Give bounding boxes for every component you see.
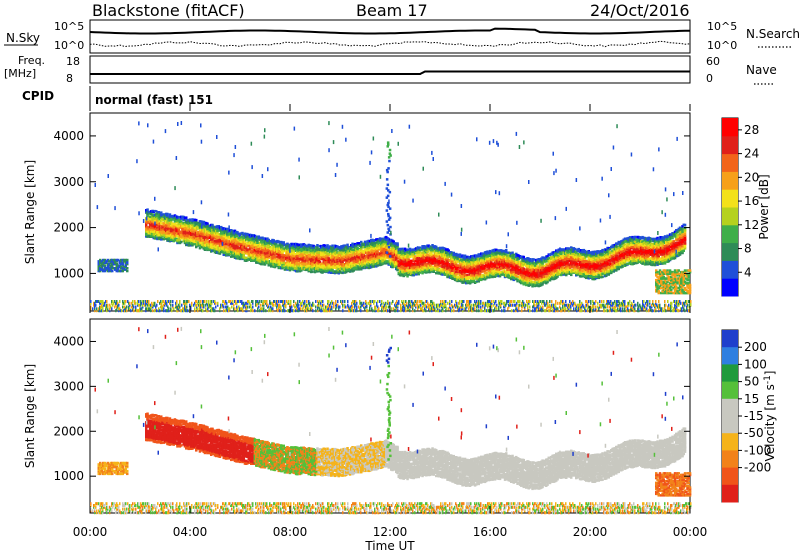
beam-title: Beam 17	[356, 1, 428, 20]
echo-cell	[316, 244, 319, 247]
echo-cell	[523, 268, 526, 271]
echo-cell	[160, 211, 163, 214]
echo-cell	[195, 219, 198, 222]
power-frame	[90, 113, 690, 311]
echo-cell	[166, 213, 169, 216]
date-title: 24/Oct/2016	[590, 1, 690, 20]
nsearch-tick-top: 10^5	[707, 20, 737, 33]
echo-cell	[283, 254, 286, 257]
echo-cell	[311, 270, 314, 273]
echo-cell	[306, 251, 309, 254]
nave-tick-bottom: 0	[706, 72, 713, 85]
echo-cell	[146, 208, 149, 211]
echo-cell	[358, 242, 361, 245]
echo-cell	[408, 258, 411, 261]
echo-cell	[396, 242, 399, 245]
echo-cell	[306, 249, 309, 252]
nsky-label: N.Sky	[6, 31, 40, 45]
nsky-tick-top: 10^5	[54, 20, 84, 33]
nsky-tick-bottom: 10^0	[54, 39, 84, 52]
echo-cell	[206, 222, 209, 225]
cpid-panel: CPID normal (fast) 151	[22, 86, 213, 108]
nsky-frame	[90, 20, 690, 53]
echo-cell	[283, 241, 286, 244]
nsearch-label: N.Search	[746, 27, 800, 41]
station-title: Blackstone (fitACF)	[92, 1, 245, 20]
echo-cell	[245, 257, 248, 260]
echo-cell	[409, 256, 412, 259]
echo-cell	[273, 239, 276, 242]
echo-cell	[494, 258, 497, 261]
echo-cell	[265, 260, 268, 263]
echo-cell	[189, 218, 192, 221]
echo-cell	[410, 260, 413, 263]
freq-label: Freq.	[18, 54, 45, 67]
cpid-label: CPID	[22, 89, 54, 103]
echo-cell	[163, 222, 166, 225]
nsearch-tick-bottom: 10^0	[707, 39, 737, 52]
echo-cell	[459, 253, 462, 256]
nave-tick-top: 60	[706, 55, 720, 68]
echo-cell	[330, 272, 333, 275]
echo-cell	[364, 241, 367, 244]
freq-tick-bottom: 8	[66, 72, 73, 85]
echo-cell	[319, 261, 322, 264]
echo-cell	[523, 283, 526, 286]
echo-cell	[480, 278, 483, 281]
echo-cell	[195, 246, 198, 249]
echo-cell	[515, 275, 518, 278]
echo-cell	[241, 232, 244, 235]
cpid-value: normal (fast) 151	[95, 93, 213, 107]
echo-cell	[506, 268, 509, 271]
freq-frame	[90, 56, 690, 83]
echo-cell	[483, 274, 486, 277]
echo-cell	[225, 246, 228, 249]
echo-cell	[245, 244, 248, 247]
nsky-panel: N.Sky 10^5 10^0 10^5 10^0 N.Search	[4, 20, 800, 53]
echo-cell	[346, 244, 349, 247]
echo-cell	[180, 241, 183, 244]
nave-label: Nave	[746, 63, 777, 77]
echo-cell	[326, 244, 329, 247]
echo-cell	[505, 249, 508, 252]
freq-tick-top: 18	[66, 55, 80, 68]
echo-cell	[158, 211, 161, 214]
echo-cell	[523, 256, 526, 258]
echo-cell	[160, 222, 163, 225]
echo-cell	[274, 255, 277, 258]
echo-cell	[185, 216, 188, 219]
echo-cell	[529, 258, 532, 261]
echo-cell	[485, 269, 488, 272]
echo-cell	[226, 228, 229, 231]
echo-cell	[533, 258, 536, 261]
echo-cell	[493, 270, 496, 273]
echo-cell	[548, 257, 551, 260]
freq-unit: [MHz]	[4, 67, 36, 80]
freq-panel: Freq. [MHz] 18 8 60 0 Nave	[4, 54, 777, 85]
